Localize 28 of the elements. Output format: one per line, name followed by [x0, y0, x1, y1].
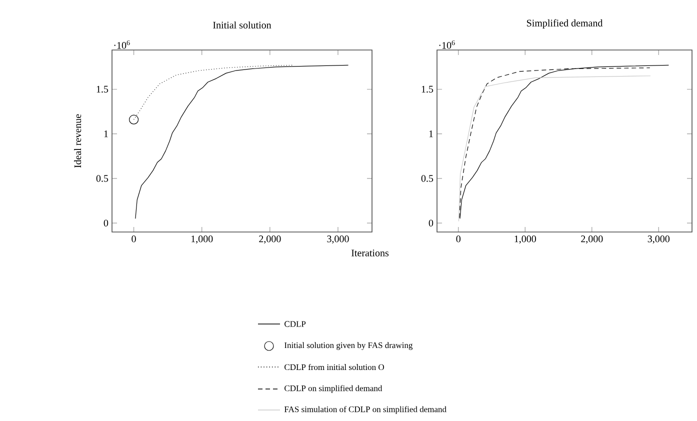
y-tick-label: 0 — [104, 220, 108, 226]
legend-label: FAS simulation of CDLP on simplified demand — [284, 406, 446, 414]
text: ·10$^{6}$ — [439, 40, 455, 49]
y-tick-label: 1.5 — [96, 86, 108, 93]
legend-label: CDLP — [284, 321, 306, 327]
y-tick-label: 1.5 — [422, 86, 434, 93]
y-tick-label: 0.5 — [96, 175, 108, 182]
line-series — [135, 64, 349, 219]
y-tick-label: 1 — [429, 130, 433, 138]
x-tick-label: 1,000 — [191, 236, 213, 244]
x-tick-label: 2,000 — [259, 236, 281, 244]
text: ·10$^{6}$ — [114, 40, 130, 49]
x-tick-label: 0 — [132, 236, 136, 242]
chart-title: Simplified demand — [526, 19, 603, 28]
legend-label: CDLP from initial solution O — [284, 364, 384, 370]
x-tick-label: 1,000 — [514, 236, 536, 244]
legend-label: Initial solution given by FAS drawing — [284, 342, 413, 350]
legend-label: CDLP on simplified demand — [284, 385, 382, 393]
x-tick-label: 3,000 — [648, 236, 670, 244]
x-tick-label: 2,000 — [581, 236, 603, 244]
y-tick-label: 0.5 — [421, 175, 434, 182]
chart-title: Initial solution — [213, 21, 272, 28]
y-axis-title: Ideal revenue — [74, 114, 82, 168]
y-tick-label: 1 — [104, 130, 108, 138]
x-axis-title: Iterations — [351, 250, 389, 256]
x-tick-label: 3,000 — [327, 236, 349, 244]
x-tick-label: 0 — [456, 236, 460, 242]
y-tick-label: 0 — [428, 220, 434, 226]
